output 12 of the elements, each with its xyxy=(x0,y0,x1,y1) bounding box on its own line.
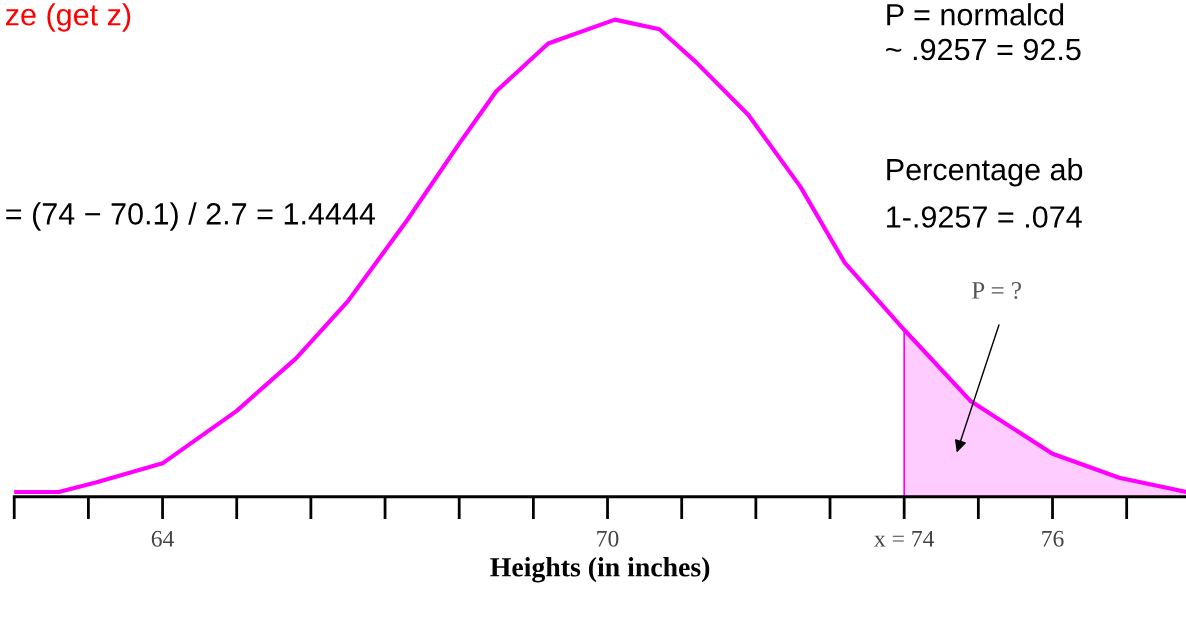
annotation: P = ? xyxy=(972,282,1021,299)
annotation: Percentage ab xyxy=(887,158,1083,187)
x-tick-label: x = 74 xyxy=(874,530,935,547)
annotation: ze (get z) xyxy=(5,3,131,32)
annotation: 1-.9257 = .074 xyxy=(887,206,1082,228)
x-tick-label: 76 xyxy=(1042,530,1064,547)
annotation: P = normalcd xyxy=(887,3,1064,26)
x-axis-title: Heights (in inches) xyxy=(490,557,710,583)
annotation: ~ .9257 = 92.5 xyxy=(886,38,1081,61)
annotation: = (74 − 70.1) / 2.7 = 1.4444 xyxy=(6,202,376,231)
x-tick-label: 70 xyxy=(597,530,619,547)
x-tick-label: 64 xyxy=(151,530,174,547)
